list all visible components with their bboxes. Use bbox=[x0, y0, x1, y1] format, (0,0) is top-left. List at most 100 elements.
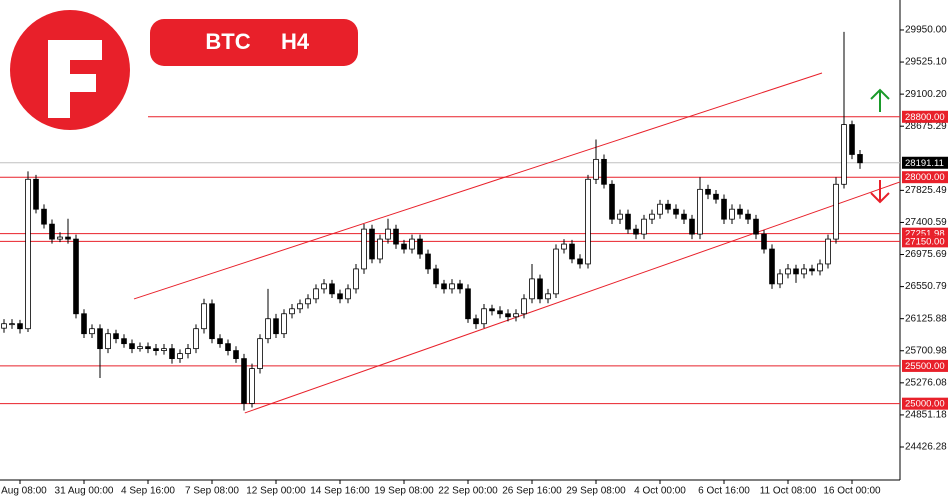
x-tick-label: 4 Sep 16:00 bbox=[121, 486, 175, 497]
candle-body bbox=[769, 248, 775, 285]
candle-body bbox=[113, 333, 119, 340]
candle-body bbox=[809, 268, 815, 272]
candle-body bbox=[713, 193, 719, 200]
candle-body bbox=[33, 178, 39, 210]
level-label: 28000.00 bbox=[905, 172, 945, 183]
candle-body bbox=[65, 236, 71, 240]
candle-body bbox=[145, 346, 151, 350]
level-tag bbox=[902, 110, 948, 123]
level-label: 28800.00 bbox=[905, 112, 945, 123]
candle-body bbox=[841, 124, 847, 185]
candle-body bbox=[761, 233, 767, 250]
candle-body bbox=[265, 318, 271, 340]
x-tick-label: 11 Oct 08:00 bbox=[760, 486, 817, 497]
candle-body bbox=[409, 238, 415, 250]
x-tick-label: 14 Sep 16:00 bbox=[310, 486, 370, 497]
candle-body bbox=[825, 238, 831, 265]
level-label: 25000.00 bbox=[905, 399, 945, 410]
x-tick-label: 31 Aug 00:00 bbox=[55, 486, 114, 497]
y-tick-label: 27825.49 bbox=[905, 185, 947, 196]
candle-body bbox=[505, 313, 511, 318]
x-tick-label: 8 Aug 08:00 bbox=[0, 486, 47, 497]
down-arrow bbox=[870, 180, 890, 204]
level-label: 27251.98 bbox=[905, 229, 945, 240]
candle-body bbox=[649, 213, 655, 220]
candle-body bbox=[753, 218, 759, 235]
candle-body bbox=[593, 158, 599, 180]
candle-body bbox=[153, 348, 159, 352]
y-tick-label: 25700.98 bbox=[905, 345, 947, 356]
candle-body bbox=[161, 348, 167, 352]
candle-body bbox=[697, 188, 703, 235]
candle-body bbox=[569, 243, 575, 260]
candle-body bbox=[225, 343, 231, 352]
candle-body bbox=[57, 236, 63, 240]
candle-body bbox=[665, 203, 671, 210]
candle-body bbox=[105, 333, 111, 350]
candle-body bbox=[217, 338, 223, 345]
candle-body bbox=[625, 213, 631, 230]
candle-body bbox=[465, 288, 471, 320]
candle-body bbox=[369, 228, 375, 260]
candle-body bbox=[233, 350, 239, 360]
candle-body bbox=[417, 238, 423, 255]
y-tick-label: 24851.18 bbox=[905, 410, 947, 421]
x-tick-label: 12 Sep 00:00 bbox=[246, 486, 306, 497]
candle-body bbox=[281, 313, 287, 335]
x-tick-label: 6 Oct 16:00 bbox=[698, 486, 750, 497]
candle-body bbox=[249, 368, 255, 404]
candle-body bbox=[361, 228, 367, 270]
candle-body bbox=[449, 283, 455, 290]
x-tick-label: 29 Sep 08:00 bbox=[566, 486, 626, 497]
candle-body bbox=[817, 263, 823, 272]
y-tick-label: 28675.29 bbox=[905, 121, 947, 132]
candle-body bbox=[297, 303, 303, 310]
candle-body bbox=[1, 323, 7, 329]
candle-body bbox=[521, 298, 527, 315]
candle-body bbox=[169, 348, 175, 360]
candle-body bbox=[745, 213, 751, 220]
candle-body bbox=[193, 328, 199, 350]
candle-body bbox=[673, 208, 679, 215]
candle-body bbox=[209, 303, 215, 340]
candle-body bbox=[9, 323, 15, 326]
x-tick-label: 4 Oct 00:00 bbox=[634, 486, 686, 497]
candle-body bbox=[737, 208, 743, 215]
candle-body bbox=[273, 318, 279, 335]
level-tag bbox=[902, 397, 948, 410]
level-label: 25500.00 bbox=[905, 361, 945, 372]
candle-body bbox=[121, 338, 127, 345]
x-tick-label: 7 Sep 08:00 bbox=[185, 486, 239, 497]
candle-body bbox=[617, 213, 623, 220]
candle-body bbox=[241, 358, 247, 404]
candle-body bbox=[345, 288, 351, 300]
candle-body bbox=[185, 348, 191, 355]
candle-body bbox=[553, 248, 559, 295]
y-tick-label: 27400.59 bbox=[905, 217, 947, 228]
candle-body bbox=[857, 154, 863, 164]
candle-body bbox=[377, 238, 383, 260]
candle-body bbox=[777, 273, 783, 285]
candle-body bbox=[433, 268, 439, 285]
candle-body bbox=[177, 353, 183, 360]
candle-body bbox=[705, 188, 711, 195]
candle-body bbox=[257, 338, 263, 369]
candle-body bbox=[25, 178, 31, 330]
logo bbox=[10, 10, 130, 130]
trendline bbox=[133, 72, 823, 300]
candle-body bbox=[601, 158, 607, 185]
candle-body bbox=[457, 283, 463, 290]
level-label: 27150.00 bbox=[905, 236, 945, 247]
candle-body bbox=[129, 343, 135, 350]
candle-body bbox=[609, 183, 615, 220]
candle-body bbox=[729, 208, 735, 220]
symbol: BTC bbox=[205, 29, 250, 54]
timeframe: H4 bbox=[281, 29, 310, 54]
candle-body bbox=[577, 258, 583, 265]
candle-body bbox=[801, 268, 807, 275]
y-tick-label: 26550.79 bbox=[905, 281, 947, 292]
candle-body bbox=[529, 278, 535, 300]
candle-body bbox=[17, 323, 23, 330]
candle-body bbox=[497, 310, 503, 315]
